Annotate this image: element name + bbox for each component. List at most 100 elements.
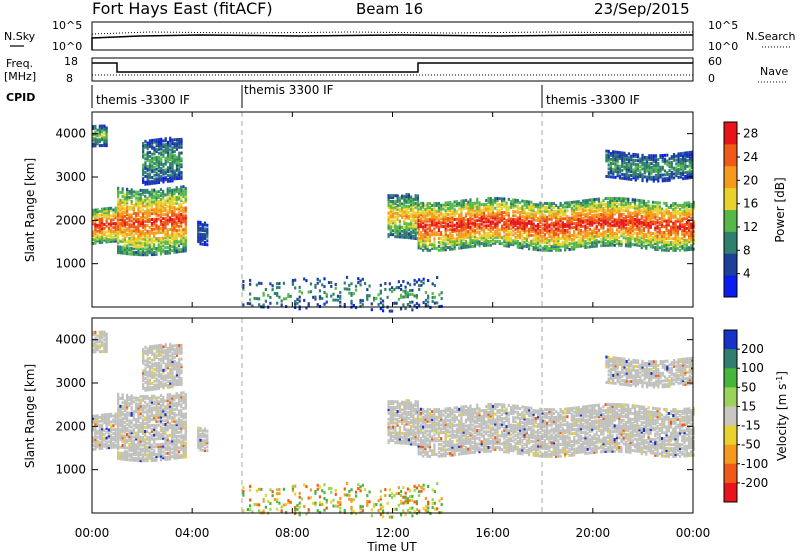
velocity-echo-cell — [96, 346, 99, 350]
power-echo-cell — [419, 240, 422, 244]
power-echo-cell — [557, 221, 560, 225]
power-echo-cell — [276, 301, 279, 305]
power-echo-cell — [182, 249, 185, 253]
power-ylabel: Slant Range [km] — [23, 158, 37, 262]
power-echo-cell — [155, 194, 158, 198]
power-echo-cell — [505, 224, 508, 228]
power-echo-cell — [667, 211, 670, 215]
power-echo-cell — [437, 229, 441, 233]
power-echo-cell — [600, 234, 603, 238]
velocity-echo-cell — [101, 446, 104, 450]
power-echo-cell — [630, 177, 633, 181]
power-echo-cell — [112, 214, 115, 218]
power-echo-cell — [614, 162, 617, 166]
power-echo-cell — [491, 210, 495, 214]
power-echo-cell — [672, 204, 675, 208]
power-echo-cell — [296, 297, 299, 301]
power-echo-cell — [137, 190, 140, 194]
power-echo-cell — [507, 227, 510, 231]
power-echo-cell — [482, 241, 486, 245]
power-echo-cell — [573, 218, 576, 222]
power-echo-cell — [669, 243, 673, 247]
power-echo-cell — [157, 159, 161, 163]
power-echo-cell — [164, 178, 167, 182]
power-echo-cell — [584, 232, 587, 236]
velocity-echo-cell — [107, 434, 110, 438]
velocity-echo-cell — [94, 340, 97, 344]
power-echo-cell — [606, 228, 610, 232]
power-echo-cell — [632, 152, 635, 156]
power-echo-cell — [482, 216, 486, 220]
power-echo-cell — [98, 219, 101, 223]
power-echo-cell — [180, 197, 183, 201]
power-echo-cell — [159, 209, 163, 213]
power-echo-cell — [458, 234, 461, 238]
velocity-echo-cell — [114, 445, 117, 449]
power-echo-cell — [316, 277, 319, 281]
power-echo-cell — [417, 219, 420, 223]
velocity-echo-cell — [114, 439, 117, 443]
power-echo-cell — [449, 238, 452, 242]
power-echo-cell — [638, 200, 641, 204]
power-echo-cell — [175, 236, 178, 240]
power-echo-cell — [622, 212, 625, 216]
power-echo-cell — [396, 213, 399, 217]
power-echo-cell — [451, 228, 454, 232]
velocity-echo-cell — [117, 429, 120, 433]
power-echo-cell — [480, 220, 483, 224]
power-echo-cell — [627, 215, 630, 219]
power-echo-cell — [203, 242, 207, 246]
power-echo-cell — [582, 218, 585, 222]
power-echo-cell — [141, 249, 145, 253]
power-echo-cell — [101, 231, 104, 235]
power-echo-cell — [294, 302, 297, 306]
power-echo-cell — [516, 200, 519, 204]
power-echo-cell — [303, 277, 306, 281]
power-echo-cell — [197, 224, 200, 228]
power-echo-cell — [166, 201, 169, 205]
power-echo-cell — [141, 243, 145, 247]
power-echo-cell — [618, 212, 621, 216]
power-echo-cell — [570, 222, 573, 226]
power-echo-cell — [197, 226, 200, 230]
power-echo-cell — [642, 211, 646, 215]
power-echo-cell — [496, 228, 499, 232]
power-echo-cell — [667, 233, 670, 237]
power-echo-cell — [602, 236, 605, 240]
power-echo-cell — [437, 244, 441, 248]
power-echo-cell — [428, 207, 432, 211]
power-echo-cell — [541, 240, 544, 244]
power-echo-cell — [566, 234, 569, 238]
power-echo-cell — [417, 228, 420, 232]
velocity-echo-cell — [117, 455, 120, 459]
power-echo-cell — [126, 211, 129, 215]
power-echo-cell — [464, 204, 468, 208]
power-echo-cell — [460, 217, 463, 221]
power-echo-cell — [180, 220, 183, 224]
power-echo-cell — [595, 225, 598, 229]
velocity-echo-cell — [128, 431, 131, 435]
power-echo-cell — [624, 244, 628, 248]
power-echo-cell — [184, 192, 187, 196]
power-echo-cell — [550, 248, 553, 252]
power-echo-cell — [173, 233, 176, 237]
power-echo-cell — [642, 240, 646, 244]
power-echo-cell — [153, 177, 156, 181]
power-echo-cell — [647, 227, 650, 231]
power-echo-cell — [387, 221, 390, 225]
power-echo-cell — [146, 210, 149, 214]
velocity-echo-cell — [98, 344, 101, 348]
power-echo-cell — [636, 174, 640, 178]
power-echo-cell — [135, 241, 138, 245]
power-echo-cell — [496, 224, 499, 228]
velocity-echo-cell — [119, 433, 122, 437]
power-echo-cell — [629, 217, 632, 221]
power-echo-cell — [453, 229, 456, 233]
power-echo-cell — [564, 213, 567, 217]
power-echo-cell — [330, 281, 333, 285]
power-echo-cell — [146, 239, 149, 243]
power-echo-cell — [546, 209, 549, 213]
nsky-tick-top: 10^5 — [52, 19, 82, 32]
power-echo-cell — [142, 155, 145, 159]
power-echo-cell — [182, 191, 185, 195]
